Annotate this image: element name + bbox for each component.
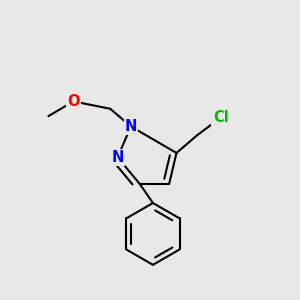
Text: Cl: Cl — [213, 110, 229, 125]
Text: N: N — [111, 150, 124, 165]
Text: O: O — [67, 94, 80, 109]
Text: N: N — [125, 119, 137, 134]
